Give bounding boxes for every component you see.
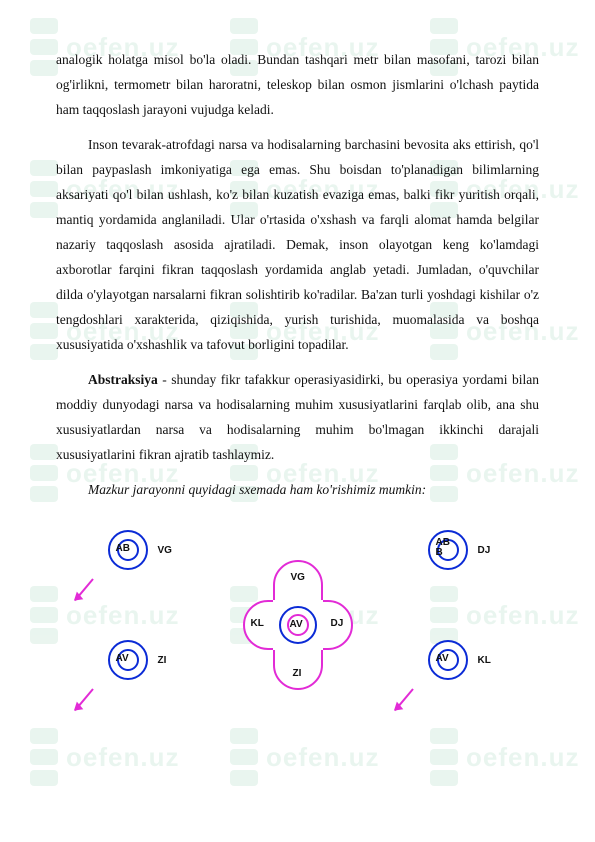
document-content: analogik holatga misol bo'la oladi. Bund… xyxy=(0,0,595,744)
node-inner-label: AV xyxy=(116,653,129,664)
node-inner-label: AV xyxy=(436,653,449,664)
node-top-left: AB VG xyxy=(108,530,172,570)
node-side-label: ZI xyxy=(158,655,167,666)
node-circle: AV xyxy=(108,640,148,680)
node-bottom-right: AV KL xyxy=(428,640,491,680)
node-side-label: VG xyxy=(158,545,172,556)
node-circle: AB xyxy=(108,530,148,570)
node-circle: AV xyxy=(428,640,468,680)
diagram: AB VG AB B DJ AV ZI A xyxy=(58,520,538,720)
node-inner-label: AB B xyxy=(436,538,450,558)
node-top-right: AB B DJ xyxy=(428,530,491,570)
center-label: AV xyxy=(290,619,303,630)
paragraph-1: analogik holatga misol bo'la oladi. Bund… xyxy=(56,48,539,123)
cross-label-top: VG xyxy=(291,572,305,583)
node-circle: AB B xyxy=(428,530,468,570)
cross-label-right: DJ xyxy=(331,618,344,629)
node-inner-label: AB xyxy=(116,543,130,554)
paragraph-2: Inson tevarak-atrofdagi narsa va hodisal… xyxy=(56,133,539,358)
cross-label-left: KL xyxy=(251,618,264,629)
cross-label-bottom: ZI xyxy=(293,668,302,679)
center-cross: VG ZI KL DJ AV xyxy=(243,560,353,690)
node-side-label: DJ xyxy=(478,545,491,556)
paragraph-3: Abstraksiya - shunday fikr tafakkur oper… xyxy=(56,368,539,468)
node-bottom-left: AV ZI xyxy=(108,640,167,680)
node-side-label: KL xyxy=(478,655,491,666)
paragraph-4: Mazkur jarayonni quyidagi sxemada ham ko… xyxy=(56,478,539,503)
term-abstraksiya: Abstraksiya xyxy=(88,372,158,387)
